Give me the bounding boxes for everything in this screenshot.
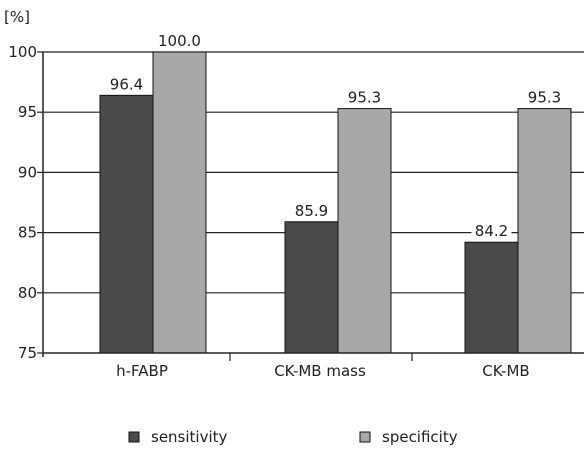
value-label: 95.3	[348, 89, 381, 107]
x-category-labels: h-FABP CK-MB mass CK-MB	[116, 362, 530, 380]
y-tick-labels: 75 80 85 90 95 100	[8, 43, 37, 362]
y-tick-label: 95	[18, 103, 37, 121]
y-tick-label: 80	[18, 284, 37, 302]
legend-swatch	[128, 431, 140, 443]
value-label-bg	[344, 88, 385, 106]
legend: sensitivity specificity	[128, 428, 458, 446]
x-category-label: h-FABP	[116, 362, 168, 380]
value-label-bg	[524, 88, 565, 106]
value-label: 85.9	[295, 202, 328, 220]
axes	[42, 52, 584, 361]
legend-swatch	[359, 431, 371, 443]
bar-specificity	[517, 108, 572, 354]
bar-sensitivity	[464, 241, 519, 354]
x-category-label: CK-MB mass	[274, 362, 366, 380]
bar-sensitivity	[99, 94, 154, 354]
y-tick-label: 90	[18, 163, 37, 181]
value-label: 95.3	[528, 89, 561, 107]
value-label: 84.2	[475, 222, 508, 240]
x-category-label: CK-MB	[482, 362, 529, 380]
value-label-bg	[471, 222, 512, 240]
y-tick-label: 75	[18, 344, 37, 362]
value-label-bg	[106, 75, 147, 93]
value-label: 96.4	[110, 75, 143, 93]
value-label-bg	[159, 32, 200, 49]
bar-specificity	[337, 108, 392, 354]
legend-label: sensitivity	[151, 428, 228, 446]
value-label: 100.0	[158, 32, 201, 50]
y-tick-label: 85	[18, 224, 37, 242]
value-label-bg	[291, 201, 332, 219]
value-labels: 96.4 100.0 85.9 95.3 84.2 95.3	[106, 32, 565, 240]
y-axis-label: [%]	[4, 8, 30, 26]
bar-specificity	[152, 51, 207, 354]
bar-sensitivity	[284, 221, 339, 354]
bars	[99, 51, 572, 354]
y-tick-label: 100	[8, 43, 37, 61]
legend-label: specificity	[382, 428, 458, 446]
